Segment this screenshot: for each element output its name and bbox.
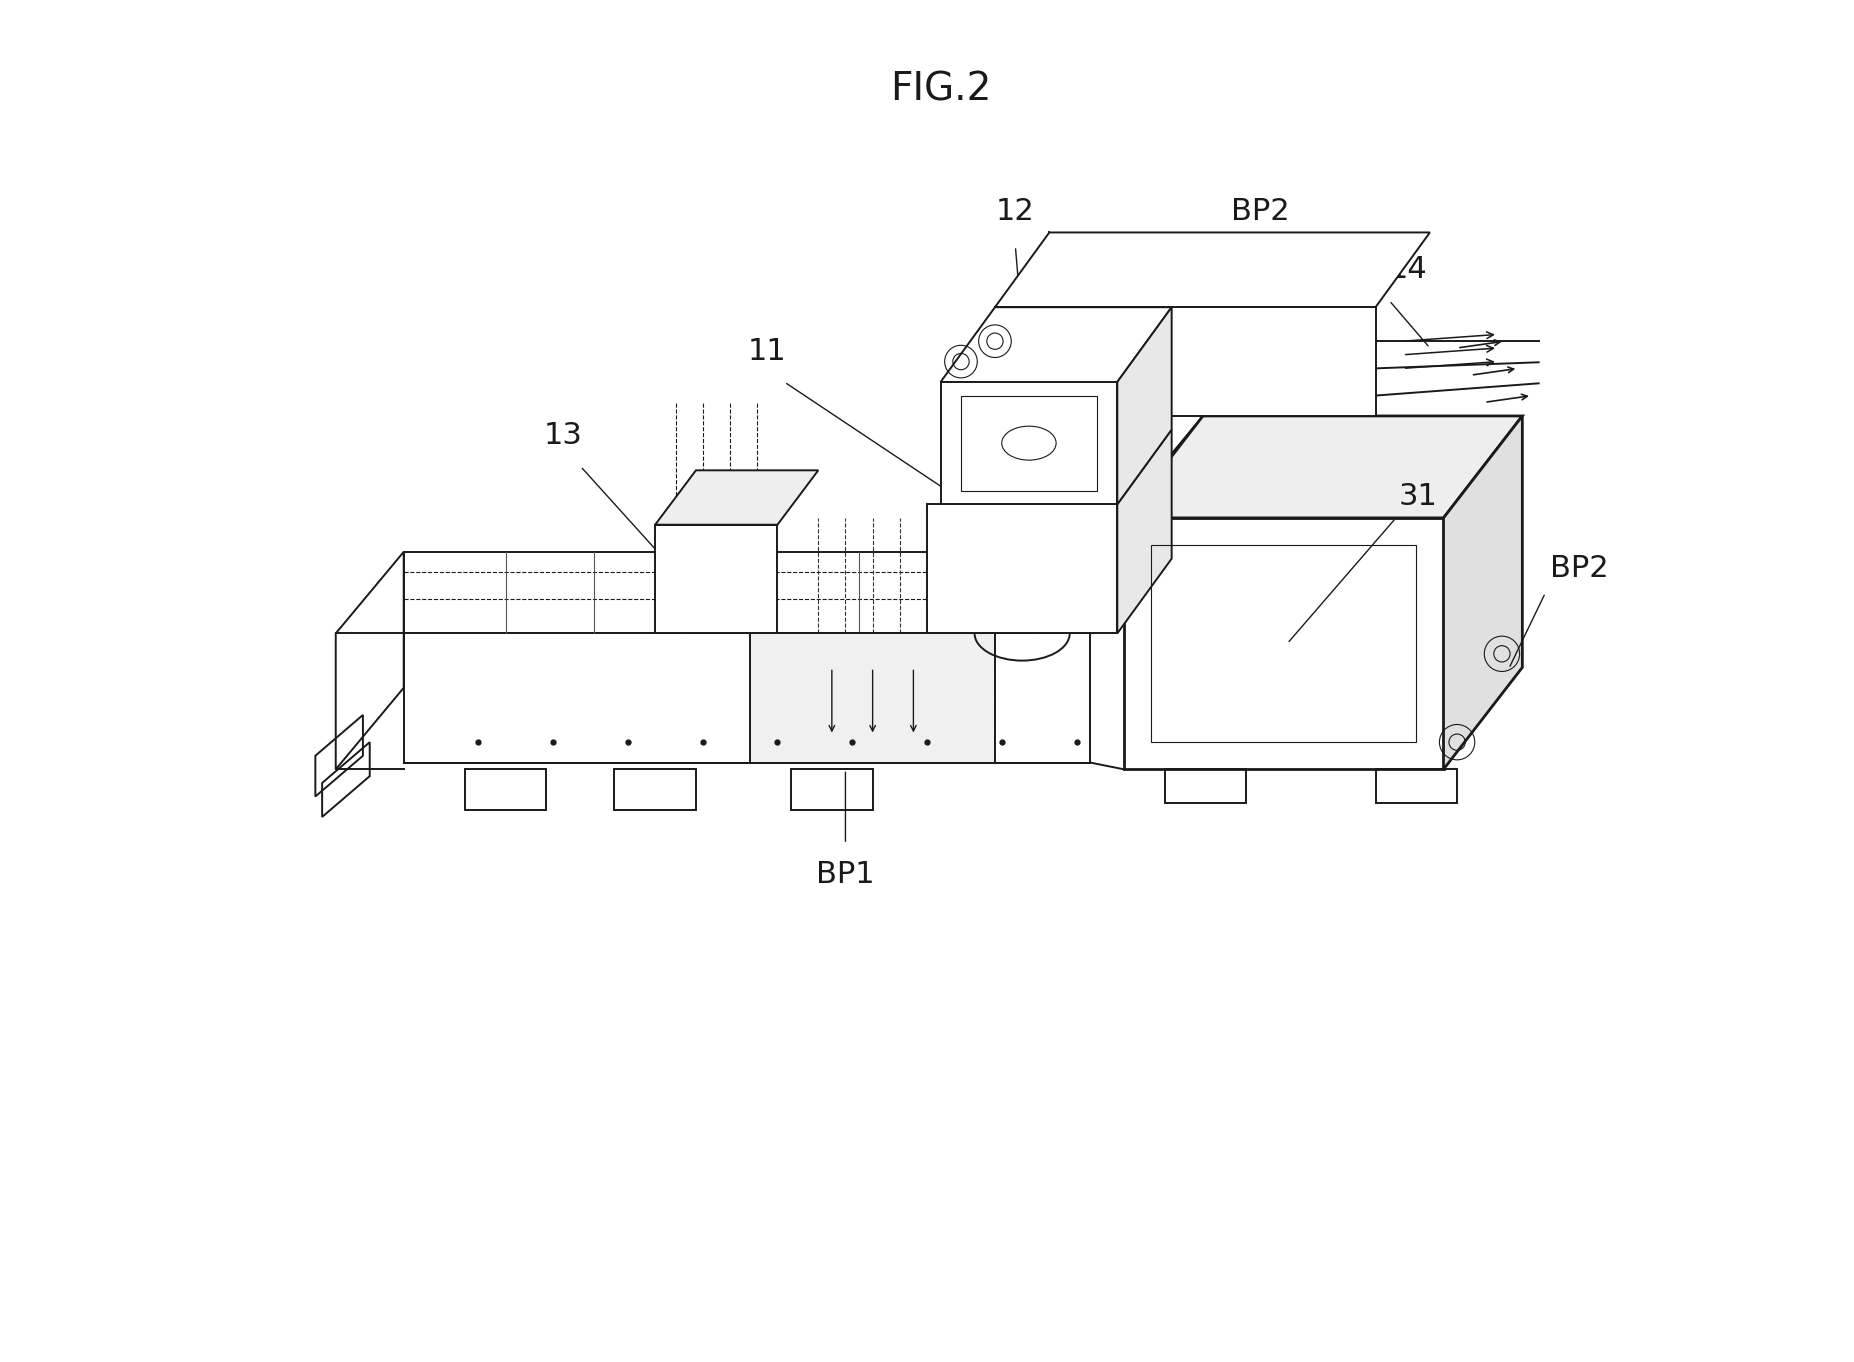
Polygon shape: [404, 633, 1090, 763]
Polygon shape: [1124, 415, 1522, 518]
Polygon shape: [792, 770, 873, 810]
Polygon shape: [1118, 429, 1172, 633]
Polygon shape: [1444, 415, 1522, 770]
Bar: [1151, 545, 1416, 742]
Polygon shape: [751, 633, 996, 763]
Polygon shape: [654, 470, 818, 524]
Text: 14: 14: [1389, 255, 1428, 285]
Polygon shape: [614, 770, 695, 810]
Text: BP1: BP1: [816, 861, 875, 889]
Bar: [960, 395, 1098, 490]
Polygon shape: [996, 308, 1376, 415]
Polygon shape: [927, 504, 1118, 633]
Polygon shape: [940, 308, 1172, 381]
Polygon shape: [465, 770, 547, 810]
Polygon shape: [1124, 518, 1444, 770]
Text: 13: 13: [543, 421, 582, 449]
Text: 31: 31: [1398, 482, 1437, 511]
Text: 11: 11: [747, 336, 786, 365]
Polygon shape: [404, 552, 1090, 633]
Polygon shape: [654, 524, 777, 633]
Polygon shape: [940, 381, 1118, 504]
Polygon shape: [1118, 308, 1172, 504]
Text: BP2: BP2: [1550, 554, 1607, 583]
Polygon shape: [996, 233, 1429, 308]
Text: FIG.2: FIG.2: [890, 71, 992, 109]
Text: 12: 12: [996, 196, 1035, 226]
Text: BP2: BP2: [1231, 196, 1289, 226]
